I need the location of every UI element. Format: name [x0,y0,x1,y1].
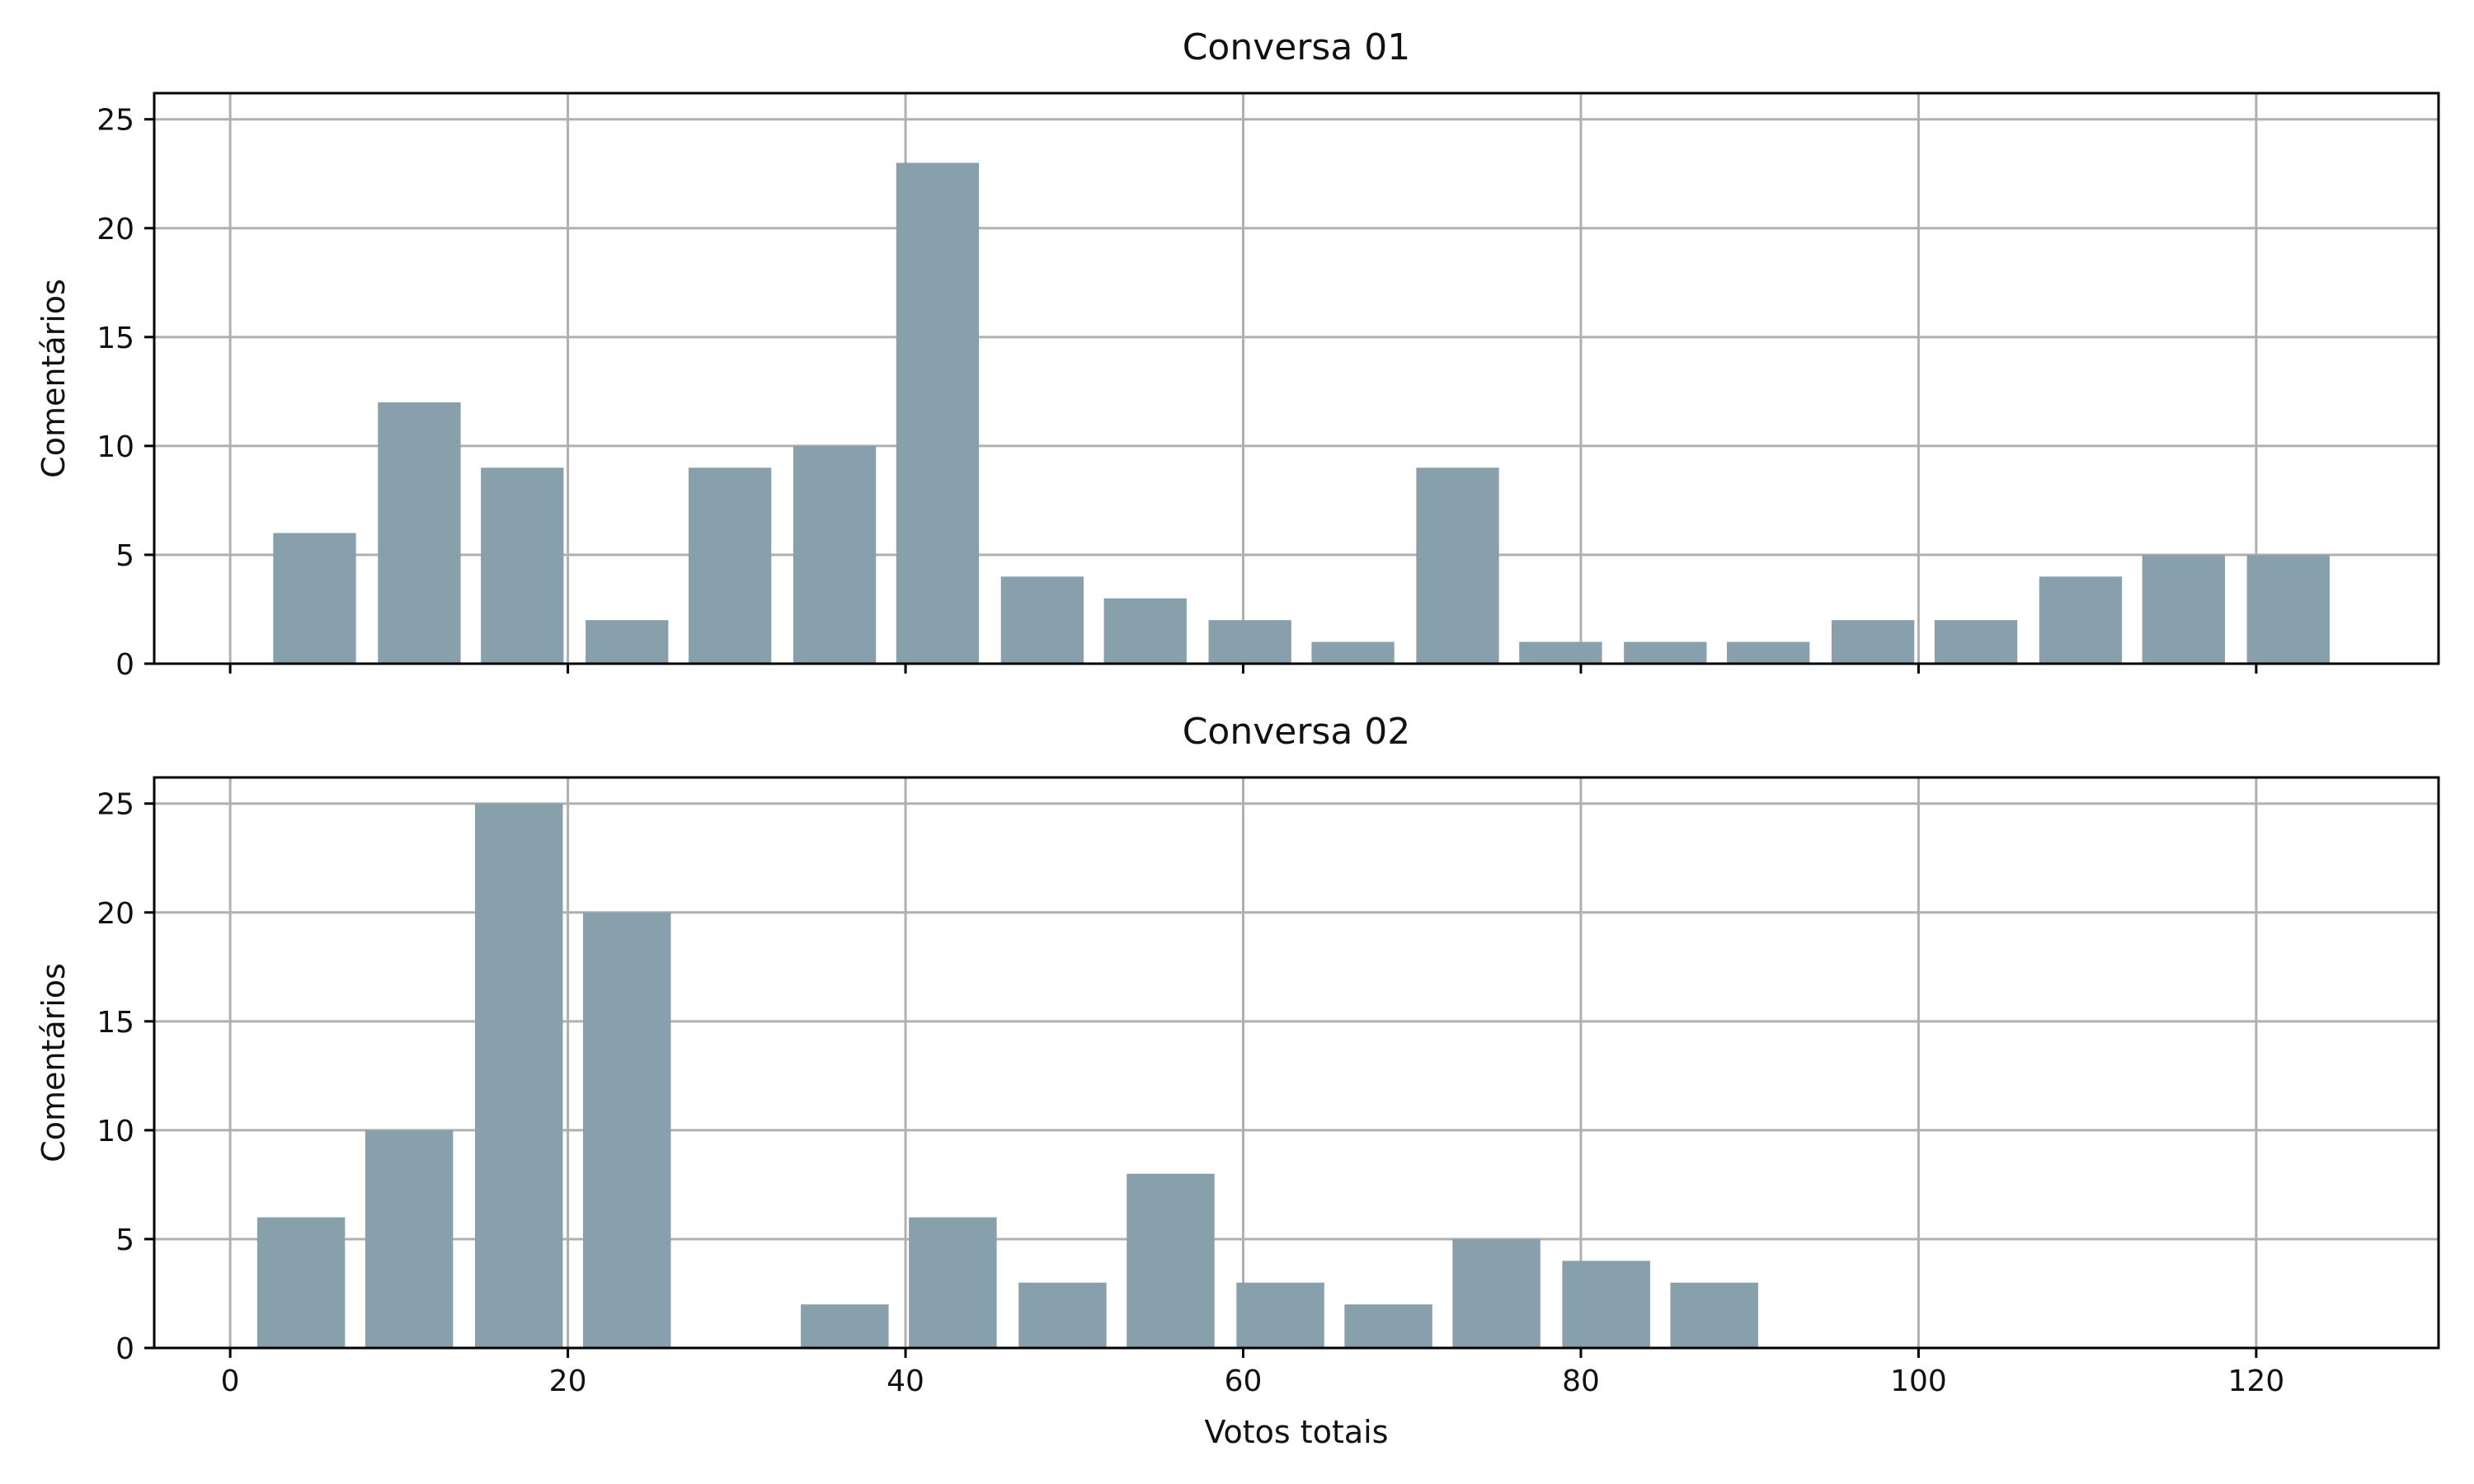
bar [688,467,772,664]
bar [378,402,461,664]
x-tick-label: 40 [887,1364,924,1398]
bar [1624,641,1707,664]
bar [1416,467,1499,664]
bar [2039,576,2123,664]
y-tick-label: 0 [115,648,134,682]
x-tick-label: 120 [2228,1364,2285,1398]
x-tick-label: 20 [549,1364,587,1398]
bar [474,803,563,1348]
plot-frame [153,776,2440,1350]
chart-title: Conversa 02 [1183,711,1411,753]
bar [2142,554,2226,664]
x-tick-label: 80 [1562,1364,1600,1398]
bar [793,445,877,664]
bar [1344,1304,1432,1348]
chart-panel-2: 0 20 40 60 80 100 120 0 5 10 15 20 25 Conversa 02 Come… [35,711,2440,1450]
bar [256,1217,346,1348]
y-tick-label: 20 [96,213,134,247]
bar [1562,1261,1650,1348]
bar [909,1217,997,1348]
bar [1018,1282,1107,1348]
bar [1000,576,1084,664]
bar [1831,620,1915,664]
x-tick-label: 60 [1225,1364,1263,1398]
y-axis-label: Comentários [35,963,72,1162]
y-tick-label: 15 [96,322,134,355]
bar [583,912,671,1348]
y-tick-label: 25 [96,104,134,138]
bar [1934,620,2018,664]
bar [801,1304,889,1348]
bar [586,620,669,664]
y-tick-label: 0 [115,1332,134,1366]
bar [1727,641,1810,664]
bar [1208,620,1291,664]
chart-title: Conversa 01 [1183,26,1411,68]
y-tick-label: 5 [115,539,134,573]
y-tick-label: 5 [115,1223,134,1257]
x-tick-label: 100 [1890,1364,1947,1398]
bar [273,533,356,664]
bar [896,162,980,664]
bar [1519,641,1602,664]
y-tick-label: 25 [96,788,134,822]
y-tick-label: 15 [96,1006,134,1040]
bar [1670,1282,1758,1348]
bar [1103,598,1187,664]
bar [481,467,564,664]
bar [1236,1282,1324,1348]
chart-panel-1: 0 5 10 15 20 25 Conversa 01 Comentários [35,26,2440,682]
bar [365,1129,454,1348]
bar [1311,641,1395,664]
bar [2246,554,2330,664]
y-tick-label: 10 [96,1115,134,1148]
bar [1452,1238,1540,1348]
y-axis-label: Comentários [35,279,72,478]
y-tick-label: 20 [96,897,134,931]
x-tick-label: 0 [221,1364,240,1398]
plot-frame [153,92,2440,665]
bar [1126,1173,1215,1348]
y-tick-label: 10 [96,430,134,464]
x-axis-label: Votos totais [1204,1414,1388,1450]
